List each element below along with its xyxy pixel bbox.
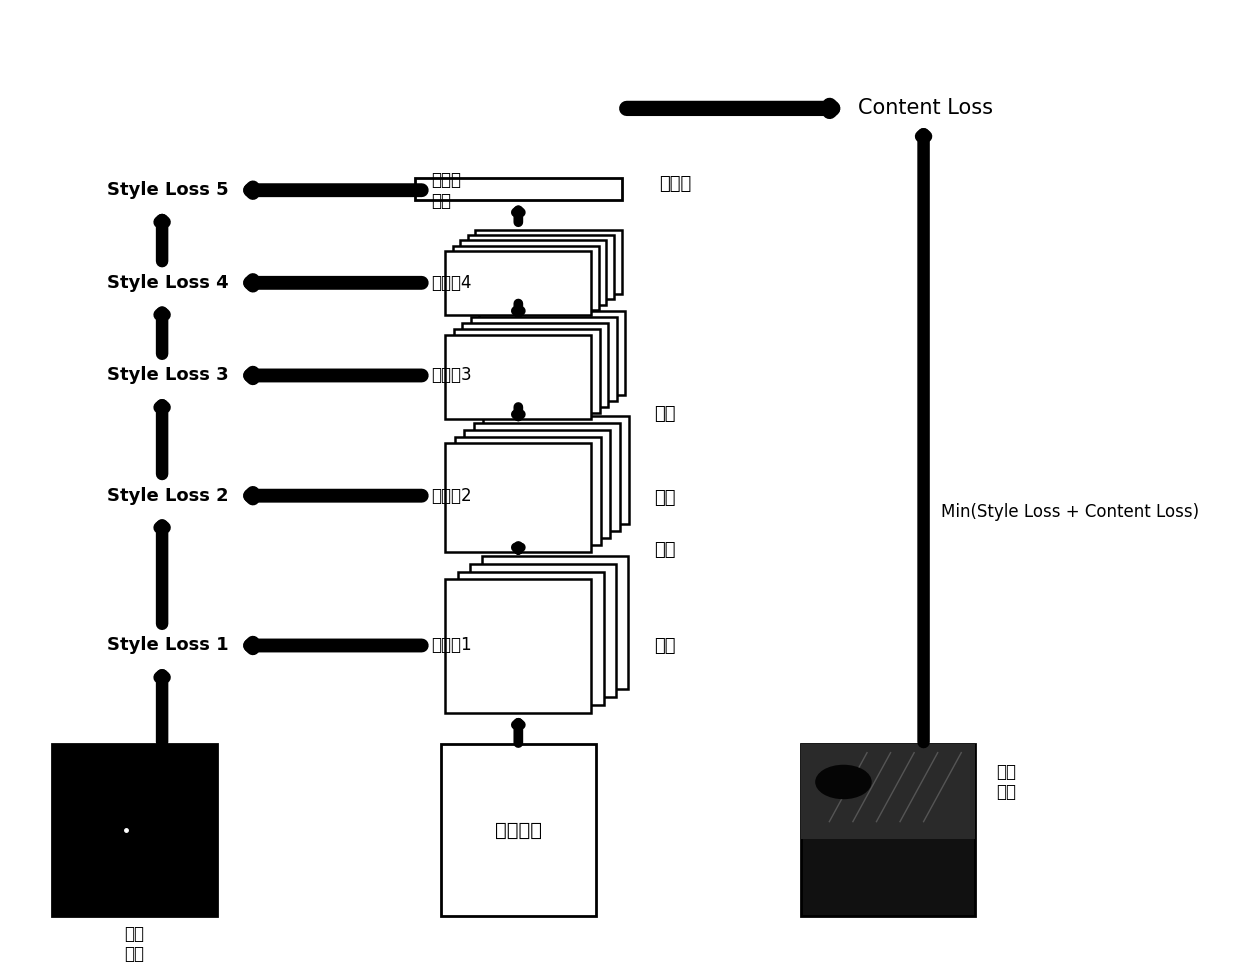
Bar	[471, 317, 617, 401]
Text: 向量化
特征: 向量化 特征	[431, 171, 461, 209]
Bar	[445, 444, 591, 552]
Bar	[468, 235, 615, 299]
Text: 卷积: 卷积	[654, 637, 676, 655]
Text: 特征图4: 特征图4	[431, 274, 472, 291]
Bar	[453, 329, 600, 413]
Bar	[465, 429, 611, 538]
Text: Style Loss 5: Style Loss 5	[108, 181, 229, 199]
Text: Style Loss 2: Style Loss 2	[108, 486, 229, 505]
Text: Style Loss 1: Style Loss 1	[108, 637, 229, 654]
Bar	[445, 251, 591, 316]
Bar	[802, 744, 975, 917]
Bar	[482, 556, 628, 689]
Text: Content Loss: Content Loss	[857, 98, 992, 119]
Bar	[470, 564, 616, 697]
Bar	[473, 423, 620, 531]
Bar	[476, 230, 622, 293]
Bar	[479, 312, 626, 396]
Bar	[461, 240, 606, 305]
Text: 池化: 池化	[654, 541, 676, 559]
Bar	[452, 246, 598, 310]
Text: 风格
图像: 风格 图像	[124, 924, 144, 963]
Bar	[802, 744, 975, 839]
Text: 池化: 池化	[654, 405, 676, 423]
Bar	[483, 416, 629, 524]
Bar	[445, 335, 591, 419]
Text: 全连接: 全连接	[659, 176, 691, 193]
Text: 特征图2: 特征图2	[431, 486, 472, 505]
Bar	[52, 744, 217, 917]
Bar	[415, 179, 622, 200]
Text: 特征图3: 特征图3	[431, 367, 472, 384]
Text: Style Loss 3: Style Loss 3	[108, 367, 229, 384]
Text: 内容
图像: 内容 图像	[996, 762, 1016, 801]
Text: 生成图像: 生成图像	[494, 821, 541, 840]
Bar	[462, 323, 608, 407]
Text: 卷积: 卷积	[654, 488, 676, 507]
Text: 特征图1: 特征图1	[431, 637, 472, 654]
Bar	[457, 571, 603, 704]
Text: Min(Style Loss + Content Loss): Min(Style Loss + Content Loss)	[940, 504, 1198, 521]
Bar	[455, 436, 601, 545]
Ellipse shape	[815, 764, 872, 799]
Text: Style Loss 4: Style Loss 4	[108, 274, 229, 291]
Bar	[441, 744, 596, 917]
Bar	[445, 579, 591, 712]
